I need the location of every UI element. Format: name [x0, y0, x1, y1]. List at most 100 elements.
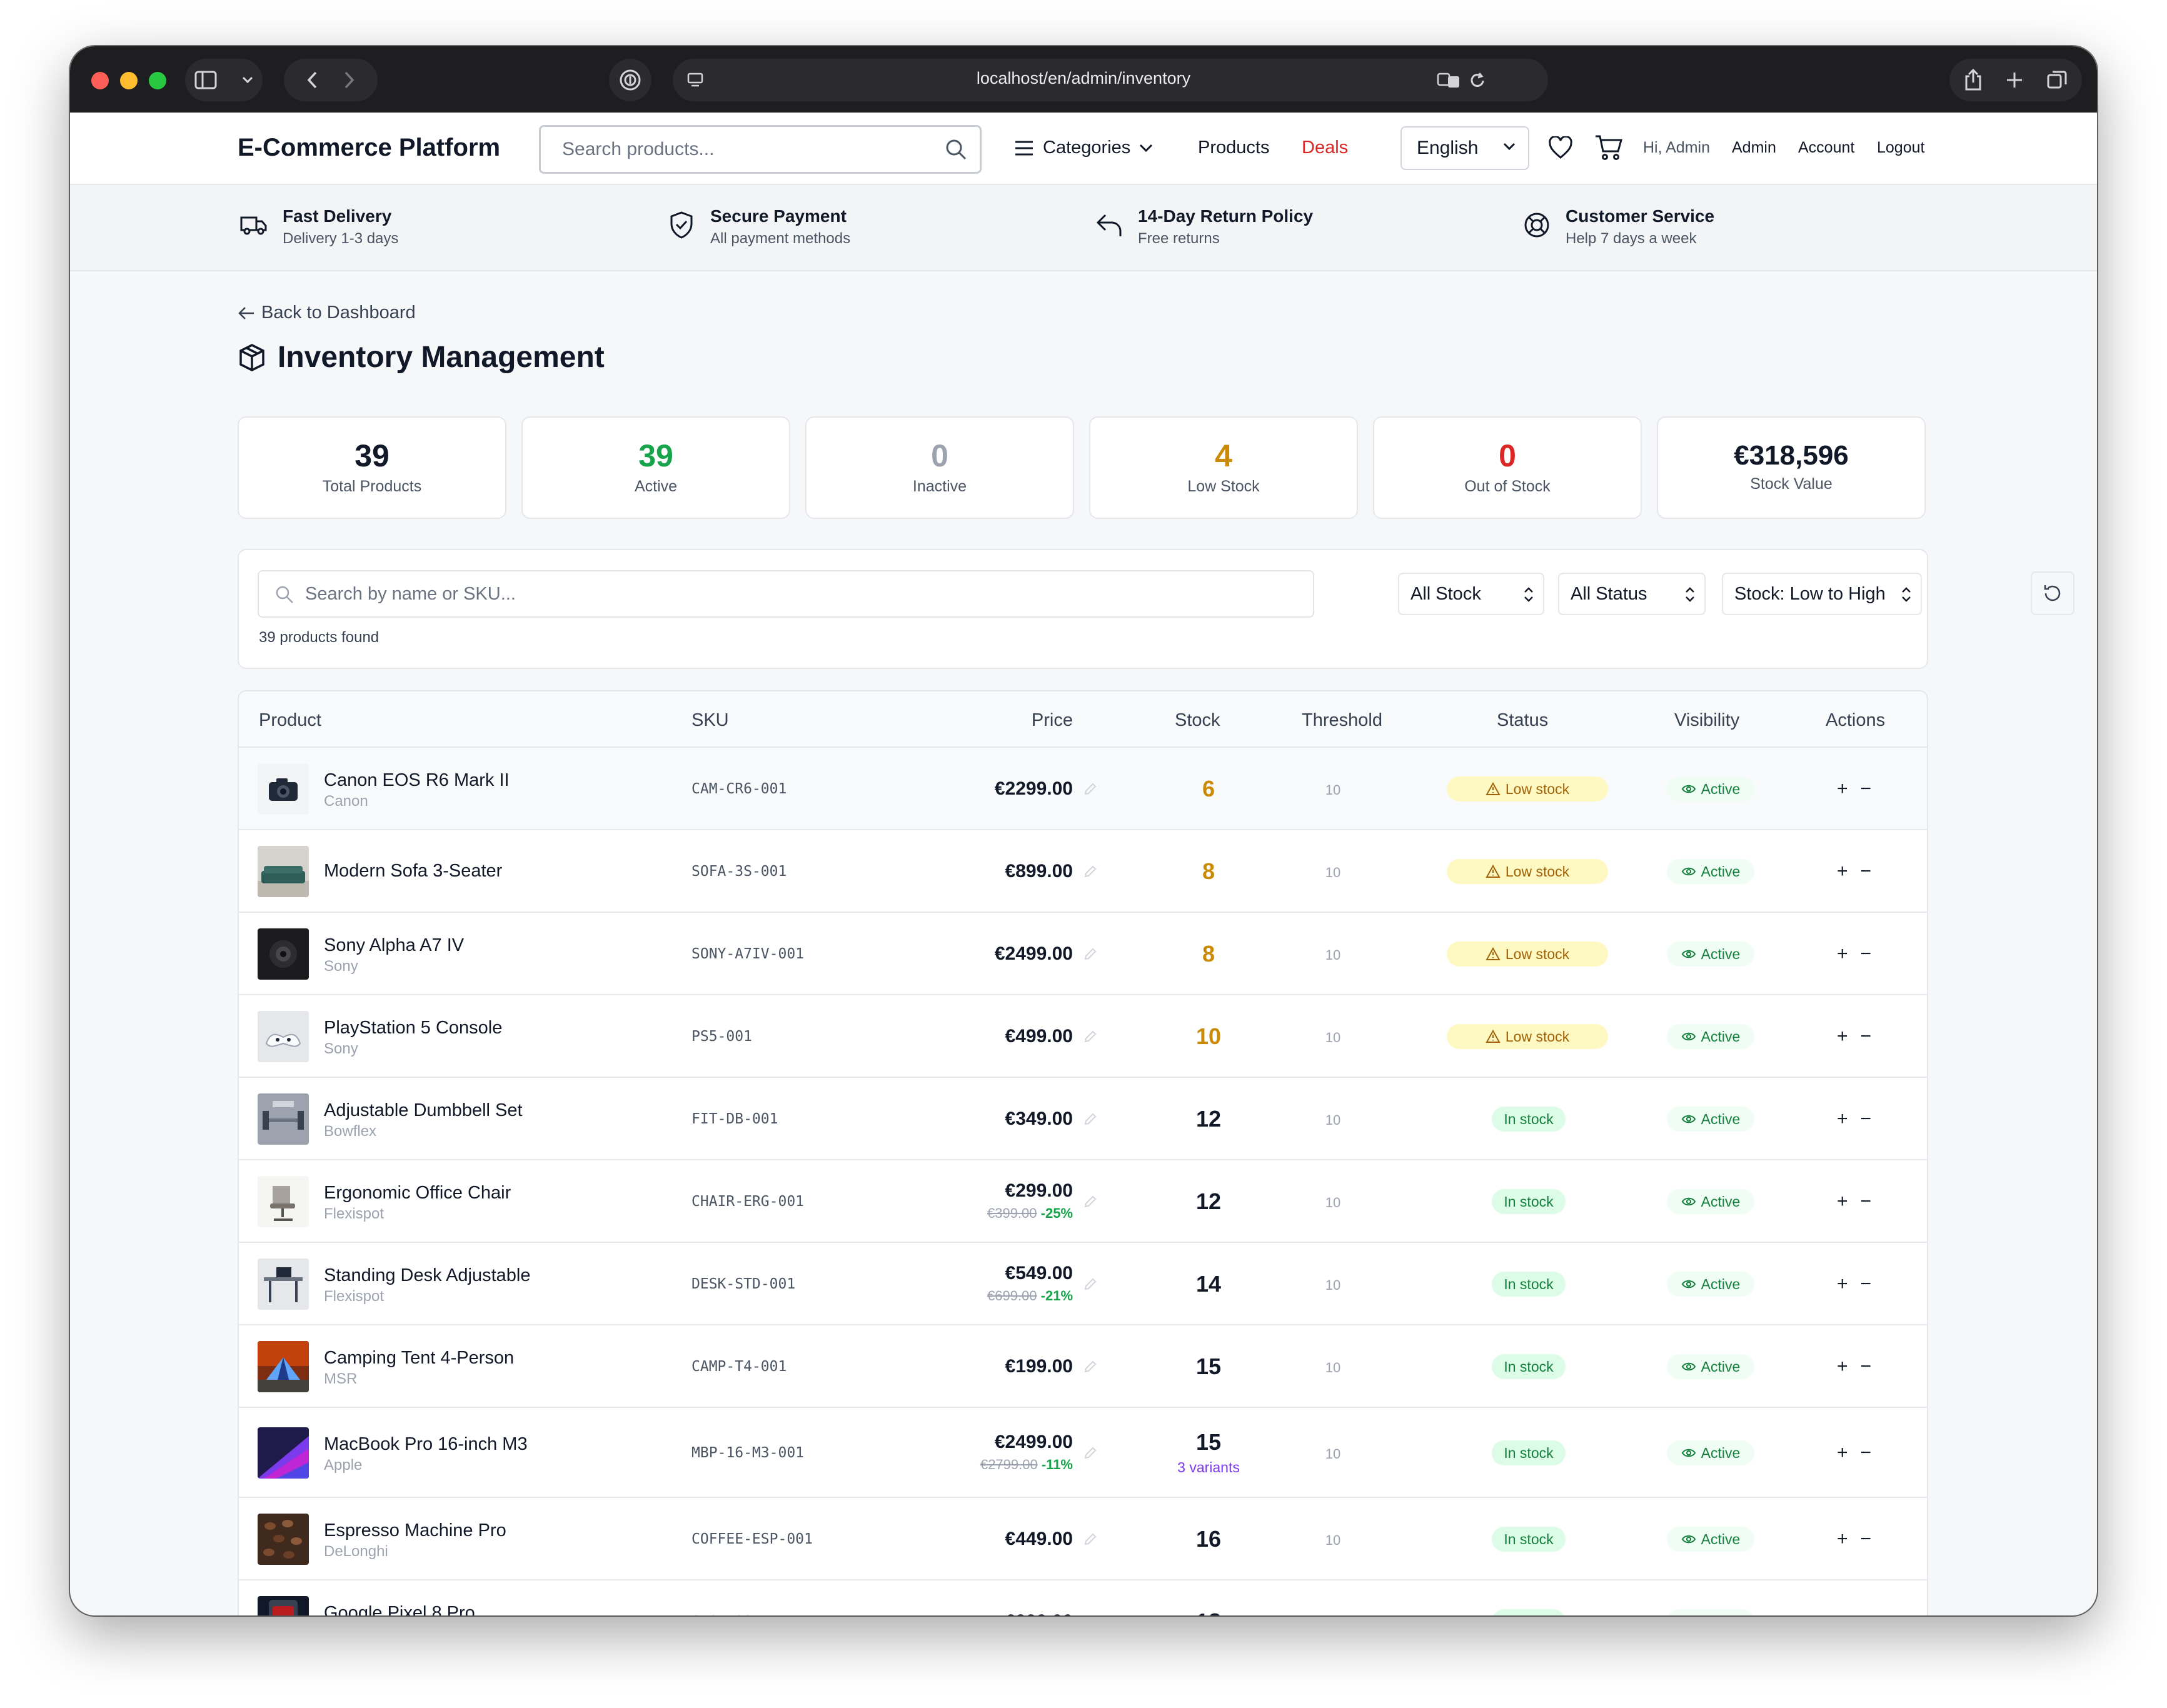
- reload-icon[interactable]: [1468, 71, 1487, 90]
- visibility-toggle[interactable]: Active: [1667, 942, 1754, 967]
- admin-link[interactable]: Admin: [1732, 139, 1776, 156]
- sort-select[interactable]: Stock: Low to High: [1722, 573, 1922, 615]
- search-icon[interactable]: [943, 137, 968, 162]
- product-name[interactable]: Sony Alpha A7 IV: [324, 935, 465, 955]
- decrease-stock-button[interactable]: −: [1860, 1529, 1872, 1549]
- back-to-dashboard-link[interactable]: Back to Dashboard: [238, 303, 416, 323]
- product-price[interactable]: €349.00: [1005, 1108, 1073, 1129]
- table-row[interactable]: Ergonomic Office Chair Flexispot CHAIR-ERG…: [239, 1160, 1927, 1243]
- table-row[interactable]: Standing Desk Adjustable Flexispot DESK-ST…: [239, 1243, 1927, 1325]
- col-price[interactable]: Price: [1031, 710, 1073, 730]
- product-thumbnail[interactable]: [258, 928, 309, 980]
- visibility-toggle[interactable]: Active: [1667, 1189, 1754, 1214]
- edit-price-pencil-icon[interactable]: [1083, 1194, 1098, 1209]
- decrease-stock-button[interactable]: −: [1860, 1108, 1872, 1129]
- increase-stock-button[interactable]: +: [1837, 1108, 1848, 1129]
- product-name[interactable]: Camping Tent 4-Person: [324, 1348, 515, 1368]
- edit-price-pencil-icon[interactable]: [1083, 864, 1098, 879]
- close-window-button[interactable]: [91, 72, 109, 89]
- stock-count[interactable]: 12: [1195, 1106, 1222, 1132]
- product-name[interactable]: Modern Sofa 3-Seater: [324, 861, 503, 881]
- share-icon[interactable]: [1964, 69, 1983, 91]
- edit-price-pencil-icon[interactable]: [1083, 947, 1098, 962]
- stock-count[interactable]: 12: [1195, 1188, 1222, 1214]
- new-tab-icon[interactable]: [2005, 71, 2024, 89]
- product-price[interactable]: €299.00: [1005, 1180, 1073, 1201]
- visibility-toggle[interactable]: Active: [1667, 859, 1754, 884]
- col-status[interactable]: Status: [1497, 710, 1549, 730]
- product-price[interactable]: €199.00: [1005, 1356, 1073, 1377]
- stock-count[interactable]: 15: [1195, 1429, 1222, 1455]
- decrease-stock-button[interactable]: −: [1860, 1026, 1872, 1047]
- address-bar[interactable]: [673, 59, 1548, 101]
- product-name[interactable]: Ergonomic Office Chair: [324, 1183, 511, 1203]
- product-name[interactable]: Adjustable Dumbbell Set: [324, 1100, 523, 1120]
- visibility-toggle[interactable]: Active: [1667, 1107, 1754, 1132]
- tab-overview-icon[interactable]: [2046, 69, 2068, 91]
- logout-link[interactable]: Logout: [1877, 139, 1925, 156]
- visibility-toggle[interactable]: Active: [1667, 776, 1754, 801]
- visibility-toggle[interactable]: Active: [1667, 1440, 1754, 1465]
- visibility-toggle[interactable]: Active: [1667, 1024, 1754, 1049]
- visibility-toggle[interactable]: Active: [1667, 1354, 1754, 1379]
- increase-stock-button[interactable]: +: [1837, 1442, 1848, 1463]
- edit-price-pencil-icon[interactable]: [1083, 1614, 1098, 1615]
- status-filter-select[interactable]: All Status: [1558, 573, 1706, 615]
- product-name[interactable]: MacBook Pro 16-inch M3: [324, 1434, 528, 1454]
- decrease-stock-button[interactable]: −: [1860, 1442, 1872, 1463]
- refresh-button[interactable]: [2031, 571, 2074, 615]
- visibility-toggle[interactable]: Active: [1667, 1272, 1754, 1297]
- product-thumbnail[interactable]: [258, 1427, 309, 1479]
- edit-price-pencil-icon[interactable]: [1083, 1532, 1098, 1547]
- table-row[interactable]: MacBook Pro 16-inch M3 Apple MBP-16-M3-001…: [239, 1408, 1927, 1498]
- forward-arrow-icon[interactable]: [343, 71, 356, 89]
- table-row[interactable]: Canon EOS R6 Mark II Canon CAM-CR6-001 €229…: [239, 748, 1927, 830]
- increase-stock-button[interactable]: +: [1837, 1273, 1848, 1294]
- product-thumbnail[interactable]: [258, 1093, 309, 1145]
- product-thumbnail[interactable]: [258, 1258, 309, 1310]
- edit-price-pencil-icon[interactable]: [1083, 1277, 1098, 1292]
- product-price[interactable]: €449.00: [1005, 1529, 1073, 1549]
- increase-stock-button[interactable]: +: [1837, 943, 1848, 964]
- col-stock[interactable]: Stock: [1175, 710, 1220, 730]
- product-price[interactable]: €499.00: [1005, 1026, 1073, 1047]
- table-row[interactable]: Sony Alpha A7 IV Sony SONY-A7IV-001 €2499.0…: [239, 913, 1927, 995]
- stock-count[interactable]: 6: [1202, 776, 1215, 801]
- language-select[interactable]: English: [1400, 126, 1529, 170]
- product-price[interactable]: €549.00: [1005, 1263, 1073, 1284]
- product-name[interactable]: Canon EOS R6 Mark II: [324, 770, 510, 790]
- visibility-toggle[interactable]: Active: [1667, 1609, 1754, 1615]
- cart-icon[interactable]: [1594, 134, 1623, 161]
- brand-logo[interactable]: E-Commerce Platform: [238, 134, 501, 161]
- stock-count[interactable]: 15: [1195, 1354, 1222, 1379]
- minimize-window-button[interactable]: [120, 72, 138, 89]
- back-arrow-icon[interactable]: [306, 71, 318, 89]
- wishlist-heart-icon[interactable]: [1548, 136, 1573, 160]
- password-manager-button[interactable]: [609, 59, 651, 101]
- increase-stock-button[interactable]: +: [1837, 778, 1848, 799]
- deals-link[interactable]: Deals: [1302, 138, 1349, 158]
- table-row[interactable]: Camping Tent 4-Person MSR CAMP-T4-001 €199.…: [239, 1325, 1927, 1408]
- col-threshold[interactable]: Threshold: [1302, 710, 1382, 730]
- col-visibility[interactable]: Visibility: [1674, 710, 1740, 730]
- decrease-stock-button[interactable]: −: [1860, 778, 1872, 799]
- visibility-toggle[interactable]: Active: [1667, 1527, 1754, 1552]
- table-row[interactable]: Adjustable Dumbbell Set Bowflex FIT-DB-001…: [239, 1078, 1927, 1160]
- edit-price-pencil-icon[interactable]: [1083, 1445, 1098, 1460]
- stock-count[interactable]: 14: [1195, 1271, 1222, 1297]
- increase-stock-button[interactable]: +: [1837, 1356, 1848, 1377]
- product-price[interactable]: €2299.00: [994, 778, 1073, 799]
- inventory-search-input[interactable]: Search by name or SKU...: [258, 570, 1314, 618]
- product-thumbnail[interactable]: [258, 763, 309, 815]
- zoom-window-button[interactable]: [149, 72, 166, 89]
- products-link[interactable]: Products: [1198, 138, 1270, 158]
- edit-price-pencil-icon[interactable]: [1083, 1112, 1098, 1127]
- table-row[interactable]: Google Pixel 8 ProGoogleGP8P-001€999.001…: [239, 1580, 1927, 1615]
- product-name[interactable]: PlayStation 5 Console: [324, 1018, 503, 1038]
- decrease-stock-button[interactable]: −: [1860, 1273, 1872, 1294]
- stock-filter-select[interactable]: All Stock: [1398, 573, 1544, 615]
- stock-count[interactable]: 8: [1202, 941, 1215, 967]
- decrease-stock-button[interactable]: −: [1860, 861, 1872, 882]
- table-row[interactable]: PlayStation 5 Console Sony PS5-001 €499.00 1…: [239, 995, 1927, 1078]
- product-price[interactable]: €2499.00: [994, 1432, 1073, 1452]
